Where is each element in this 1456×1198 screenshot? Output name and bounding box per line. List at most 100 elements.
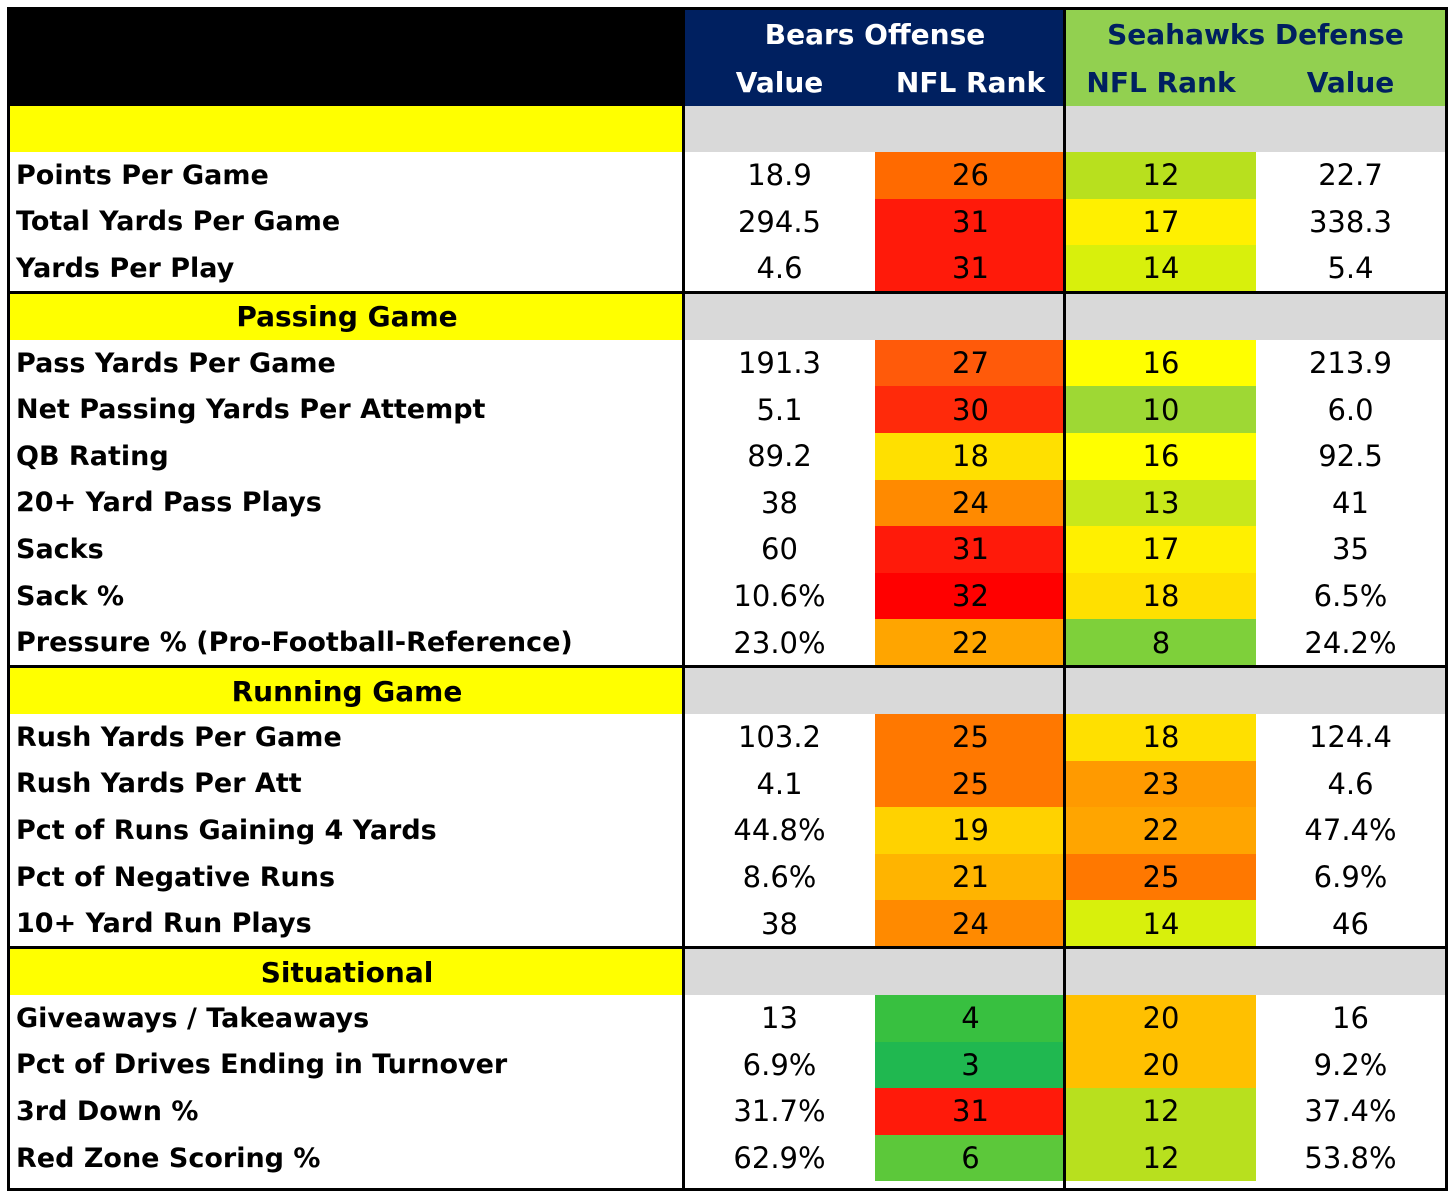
table-row: Pressure % (Pro-Football-Reference) 23.0%… (10, 619, 1445, 666)
bears-rank-cell: 25 (875, 714, 1066, 761)
section-header-row (10, 106, 1445, 152)
bears-value-cell: 10.6% (733, 579, 826, 614)
seahawks-rank-cell: 16 (1066, 339, 1256, 387)
seahawks-rank-cell: 16 (1066, 433, 1256, 480)
bears-value-cell: 31.7% (733, 1094, 826, 1129)
bears-rank-cell: 31 (875, 526, 1066, 573)
section-header-row: Situational (10, 949, 1445, 995)
bears-rank-cell: 26 (875, 152, 1066, 199)
bears-rank-cell: 4 (875, 995, 1066, 1042)
table-row: Total Yards Per Game 294.5 31 17 338.3 (10, 198, 1445, 246)
bears-value-cell: 191.3 (737, 346, 822, 381)
bears-rank-cell: 31 (875, 1088, 1066, 1135)
bears-value-cell: 44.8% (733, 813, 826, 848)
table-row: Giveaways / Takeaways 13 4 20 16 (10, 995, 1445, 1042)
bears-rank-cell: 31 (875, 198, 1066, 246)
bears-rank-header: NFL Rank (895, 65, 1046, 99)
seahawks-value-cell: 6.0 (1327, 392, 1374, 427)
table-row: Sack % 10.6% 32 18 6.5% (10, 572, 1445, 620)
bears-rank-cell: 30 (875, 386, 1066, 433)
seahawks-value-cell: 338.3 (1308, 204, 1393, 239)
seahawks-value-cell: 46 (1332, 906, 1369, 941)
row-label: Points Per Game (16, 159, 269, 191)
row-label: Pct of Negative Runs (16, 861, 336, 893)
seahawks-rank-cell: 10 (1066, 386, 1256, 433)
seahawks-rank-cell: 20 (1066, 1041, 1256, 1089)
seahawks-rank-cell: 18 (1066, 572, 1256, 620)
row-label: 3rd Down % (16, 1095, 199, 1127)
seahawks-rank-header: NFL Rank (1086, 65, 1236, 99)
bears-value-cell: 103.2 (737, 720, 822, 755)
bears-value-cell: 13 (761, 1001, 798, 1036)
row-label: Pass Yards Per Game (16, 347, 336, 379)
bears-rank-cell: 3 (875, 1041, 1066, 1089)
divider-bears-left (682, 10, 685, 1188)
seahawks-value-cell: 5.4 (1327, 251, 1374, 286)
seahawks-defense-header: Seahawks Defense NFL Rank Value (1066, 10, 1445, 106)
bears-rank-cell: 24 (875, 479, 1066, 527)
bears-rank-cell: 24 (875, 900, 1066, 947)
row-label: Pct of Drives Ending in Turnover (16, 1049, 508, 1081)
seahawks-value-cell: 92.5 (1318, 439, 1383, 474)
seahawks-rank-cell: 12 (1066, 1134, 1256, 1182)
section-title: Running Game (10, 668, 684, 714)
row-label: QB Rating (16, 440, 169, 472)
row-label: 10+ Yard Run Plays (16, 908, 312, 940)
seahawks-value-cell: 53.8% (1304, 1141, 1397, 1176)
bears-value-header: Value (735, 65, 824, 99)
section-title (10, 106, 684, 152)
bears-rank-cell: 6 (875, 1134, 1066, 1182)
row-label: Rush Yards Per Game (16, 721, 342, 753)
seahawks-value-cell: 37.4% (1304, 1094, 1397, 1129)
seahawks-rank-cell: 20 (1066, 995, 1256, 1042)
bears-value-cell: 89.2 (747, 439, 812, 474)
section-header-row: Running Game (10, 668, 1445, 714)
bears-rank-cell: 25 (875, 760, 1066, 808)
table-row: Sacks 60 31 17 35 (10, 526, 1445, 573)
bears-value-cell: 4.1 (756, 766, 803, 801)
divider-center (1063, 10, 1066, 1188)
seahawks-rank-cell: 22 (1066, 807, 1256, 854)
header-row: Bears Offense Value NFL Rank Seahawks De… (10, 10, 1445, 106)
table-row: Net Passing Yards Per Attempt 5.1 30 10 6.0 (10, 386, 1445, 433)
bears-value-cell: 38 (761, 485, 798, 520)
bears-value-cell: 6.9% (742, 1047, 817, 1082)
bears-rank-cell: 19 (875, 807, 1066, 854)
seahawks-value-cell: 6.9% (1313, 860, 1388, 895)
section-divider (10, 665, 1445, 668)
seahawks-value-cell: 9.2% (1313, 1047, 1388, 1082)
bears-offense-header: Bears Offense Value NFL Rank (684, 10, 1066, 106)
seahawks-rank-cell: 17 (1066, 526, 1256, 573)
table-row: Rush Yards Per Game 103.2 25 18 124.4 (10, 714, 1445, 761)
bears-value-cell: 38 (761, 906, 798, 941)
table-row: 20+ Yard Pass Plays 38 24 13 41 (10, 479, 1445, 527)
table-row: Pct of Runs Gaining 4 Yards 44.8% 19 22 47.4… (10, 807, 1445, 854)
section-divider (10, 290, 1445, 294)
table-row: Yards Per Play 4.6 31 14 5.4 (10, 245, 1445, 292)
row-label: Giveaways / Takeaways (16, 1002, 370, 1034)
seahawks-rank-cell: 13 (1066, 479, 1256, 527)
seahawks-value-header: Value (1306, 65, 1395, 99)
seahawks-value-cell: 16 (1332, 1001, 1369, 1036)
bears-value-cell: 8.6% (742, 860, 817, 895)
bears-value-cell: 18.9 (747, 158, 812, 193)
seahawks-value-cell: 213.9 (1308, 346, 1393, 381)
seahawks-rank-cell: 12 (1066, 1088, 1256, 1135)
bears-rank-cell: 31 (875, 245, 1066, 292)
section-header-row: Passing Game (10, 293, 1445, 340)
table-row: Pct of Negative Runs 8.6% 21 25 6.9% (10, 853, 1445, 901)
seahawks-rank-cell: 12 (1066, 152, 1256, 199)
seahawks-value-cell: 6.5% (1313, 579, 1388, 614)
bears-value-cell: 62.9% (733, 1141, 826, 1176)
seahawks-value-cell: 41 (1332, 485, 1369, 520)
stats-table: Bears Offense Value NFL Rank Seahawks De… (7, 7, 1448, 1191)
row-label: 20+ Yard Pass Plays (16, 487, 322, 519)
table-row: 3rd Down % 31.7% 31 12 37.4% (10, 1088, 1445, 1135)
row-label: Yards Per Play (16, 252, 235, 284)
seahawks-value-cell: 24.2% (1304, 625, 1397, 660)
row-label: Sack % (16, 580, 125, 612)
row-label: Red Zone Scoring % (16, 1142, 321, 1174)
bears-value-cell: 4.6 (756, 251, 803, 286)
bears-rank-cell: 32 (875, 572, 1066, 620)
seahawks-rank-cell: 17 (1066, 198, 1256, 246)
